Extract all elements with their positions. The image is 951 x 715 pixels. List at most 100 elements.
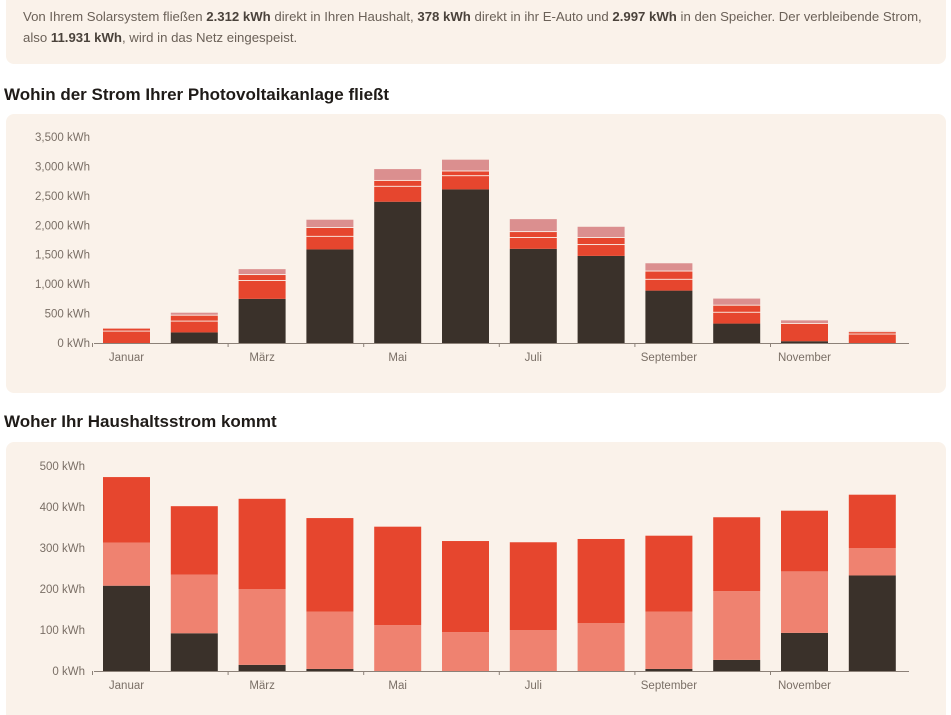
household-bar-april-speicher[interactable]: [306, 611, 354, 669]
grid-feed-value: 11.931 kWh: [50, 30, 122, 45]
household-bar-mai-speicher[interactable]: [374, 625, 422, 671]
pv-bar-september-speicher[interactable]: [645, 279, 693, 291]
household-bar-august-solar direkt[interactable]: [577, 538, 625, 624]
household-bar-april-solar direkt[interactable]: [306, 518, 354, 612]
pv-bar-november-e-auto[interactable]: [781, 320, 828, 323]
pv-bar-februar-haushalt[interactable]: [170, 315, 218, 321]
pv-bar-juli-speicher[interactable]: [509, 237, 557, 249]
household-bar-november-netz[interactable]: [781, 632, 828, 671]
pv-bar-dezember-speicher[interactable]: [848, 334, 896, 343]
household-bar-august-speicher[interactable]: [577, 623, 625, 671]
household-bar-januar-speicher[interactable]: [103, 542, 150, 586]
household-x-tick-label: September: [641, 680, 697, 692]
household-bar-februar-netz[interactable]: [170, 633, 218, 671]
household-bar-september-netz[interactable]: [645, 668, 693, 671]
household-bar-november-solar direkt[interactable]: [781, 510, 828, 572]
pv-bar-august-speicher[interactable]: [577, 245, 625, 256]
household-bar-dezember-netz[interactable]: [848, 575, 896, 671]
pv-y-tick-label: 500 kWh: [45, 309, 90, 321]
pv-bar-oktober-netzeinspeisung[interactable]: [713, 323, 761, 343]
pv-bar-februar-e-auto[interactable]: [170, 312, 218, 315]
household-x-tick-label: Januar: [109, 680, 144, 692]
household-bar-oktober-speicher[interactable]: [713, 591, 761, 660]
pv-bar-mai-e-auto[interactable]: [374, 169, 422, 180]
summary-card: Von Ihrem Solarsystem fließen 2.312 kWh …: [6, 0, 946, 64]
pv-bar-september-haushalt[interactable]: [645, 271, 693, 279]
pv-bar-juni-haushalt[interactable]: [442, 171, 489, 176]
pv-bar-oktober-e-auto[interactable]: [713, 298, 761, 305]
pv-bar-februar-netzeinspeisung[interactable]: [170, 332, 218, 343]
household-bar-januar-netz[interactable]: [103, 585, 150, 671]
pv-bar-dezember-haushalt[interactable]: [848, 332, 896, 334]
household-bar-februar-speicher[interactable]: [170, 574, 218, 634]
household-bar-dezember-speicher[interactable]: [848, 548, 896, 576]
household-source-chart: 0 kWh 100 kWh 200 kWh 300 kWh 400 kWh 500 kWh…: [40, 461, 909, 692]
pv-y-tick-label: 3,000 kWh: [35, 161, 90, 173]
pv-bar-januar-speicher[interactable]: [103, 331, 150, 343]
household-bar-juli-speicher[interactable]: [509, 630, 557, 671]
household-bar-juni-speicher[interactable]: [442, 632, 489, 671]
pv-bar-april-haushalt[interactable]: [306, 227, 354, 236]
pv-bar-august-haushalt[interactable]: [577, 237, 625, 245]
pv-bar-august-e-auto[interactable]: [577, 226, 625, 238]
household-y-tick-label: 0 kWh: [52, 666, 85, 678]
household-value: 2.312 kWh: [206, 9, 271, 24]
pv-bar-september-netzeinspeisung[interactable]: [645, 290, 693, 343]
pv-bar-märz-haushalt[interactable]: [238, 275, 286, 281]
pv-bar-oktober-speicher[interactable]: [713, 312, 761, 324]
household-bar-juli-solar direkt[interactable]: [509, 542, 557, 630]
pv-flow-chart: 0 kWh 500 kWh 1,000 kWh 1,500 kWh 2,000 kWh 2…: [35, 132, 909, 364]
household-bar-november-speicher[interactable]: [781, 571, 828, 633]
household-bar-april-netz[interactable]: [306, 668, 354, 671]
household-bar-juni-solar direkt[interactable]: [442, 541, 489, 633]
pv-bar-märz-netzeinspeisung[interactable]: [238, 298, 286, 343]
pv-bar-märz-speicher[interactable]: [238, 280, 286, 299]
pv-bar-juni-speicher[interactable]: [442, 176, 489, 190]
pv-bar-november-speicher[interactable]: [781, 323, 828, 342]
pv-bar-september-e-auto[interactable]: [645, 263, 693, 271]
household-source-chart-card: 0 kWh 100 kWh 200 kWh 300 kWh 400 kWh 500 kWh…: [6, 442, 946, 715]
household-bar-mai-solar direkt[interactable]: [374, 526, 422, 626]
storage-value: 2.997 kWh: [612, 9, 677, 24]
pv-y-tick-label: 0 kWh: [57, 338, 90, 350]
household-bar-september-speicher[interactable]: [645, 611, 693, 669]
household-bar-september-solar direkt[interactable]: [645, 535, 693, 612]
household-bar-märz-solar direkt[interactable]: [238, 498, 286, 589]
pv-bar-oktober-haushalt[interactable]: [713, 305, 761, 312]
pv-bar-mai-haushalt[interactable]: [374, 180, 422, 186]
pv-x-tick-label: März: [249, 352, 275, 364]
household-x-tick-label: November: [778, 680, 831, 692]
pv-y-tick-label: 1,000 kWh: [35, 279, 90, 291]
household-bar-märz-speicher[interactable]: [238, 589, 286, 665]
pv-bar-april-e-auto[interactable]: [306, 219, 354, 228]
pv-bar-januar-haushalt[interactable]: [103, 328, 150, 331]
pv-y-tick-label: 1,500 kWh: [35, 250, 90, 262]
pv-bar-april-netzeinspeisung[interactable]: [306, 249, 354, 343]
pv-bar-april-speicher[interactable]: [306, 236, 354, 250]
household-bar-oktober-netz[interactable]: [713, 659, 761, 671]
pv-y-tick-label: 2,500 kWh: [35, 191, 90, 203]
pv-bar-august-netzeinspeisung[interactable]: [577, 255, 625, 343]
pv-bar-juli-netzeinspeisung[interactable]: [509, 248, 557, 343]
ev-value: 378 kWh: [417, 9, 471, 24]
pv-bar-juni-netzeinspeisung[interactable]: [442, 189, 489, 343]
household-y-tick-label: 200 kWh: [40, 584, 85, 596]
pv-bar-juni-e-auto[interactable]: [442, 159, 489, 171]
pv-x-tick-label: September: [641, 352, 697, 364]
pv-bar-mai-netzeinspeisung[interactable]: [374, 201, 422, 343]
household-y-tick-label: 300 kWh: [40, 543, 85, 555]
pv-flow-chart-card: 0 kWh 500 kWh 1,000 kWh 1,500 kWh 2,000 kWh 2…: [6, 114, 946, 393]
household-bar-märz-netz[interactable]: [238, 664, 286, 671]
pv-bar-juli-haushalt[interactable]: [509, 232, 557, 238]
pv-bar-juli-e-auto[interactable]: [509, 219, 557, 232]
pv-bar-märz-e-auto[interactable]: [238, 269, 286, 275]
household-bar-januar-solar direkt[interactable]: [103, 477, 150, 543]
household-bar-oktober-solar direkt[interactable]: [713, 517, 761, 592]
household-bar-februar-solar direkt[interactable]: [170, 506, 218, 575]
pv-bar-mai-speicher[interactable]: [374, 186, 422, 202]
pv-bar-februar-speicher[interactable]: [170, 321, 218, 333]
pv-y-tick-label: 3,500 kWh: [35, 132, 90, 144]
household-y-tick-label: 400 kWh: [40, 502, 85, 514]
pv-bar-november-netzeinspeisung[interactable]: [781, 341, 828, 343]
household-bar-dezember-solar direkt[interactable]: [848, 494, 896, 548]
